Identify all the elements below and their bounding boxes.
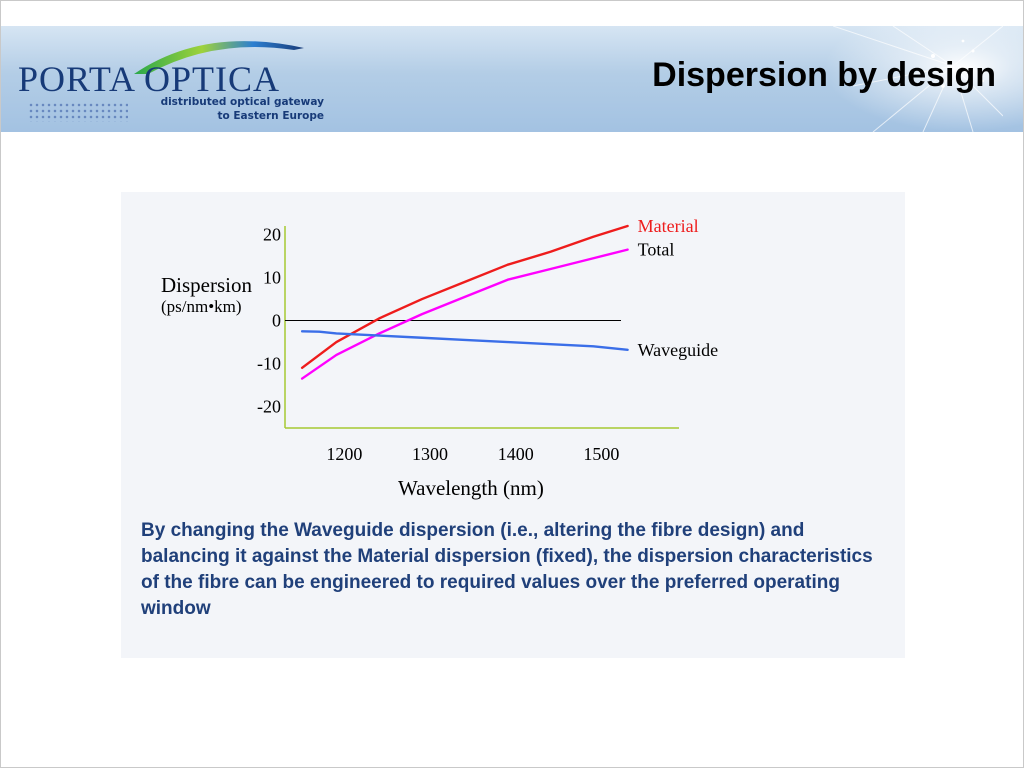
- header-banner: [1, 26, 1023, 132]
- y-tick-label: -20: [257, 397, 281, 417]
- series-label-waveguide: Waveguide: [638, 340, 719, 360]
- banner-glow: [823, 26, 1023, 132]
- y-tick-label: 0: [272, 311, 281, 331]
- porta-optica-logo: PORTA OPTICA distributed optical gateway…: [14, 30, 334, 130]
- x-tick-label: 1400: [498, 444, 534, 464]
- logo-tagline-line-1: distributed optical gateway: [160, 96, 324, 108]
- logo-arc-graphic: [134, 41, 304, 74]
- series-label-material: Material: [638, 216, 699, 236]
- logo-wordmark: PORTA OPTICA: [18, 59, 280, 99]
- dispersion-chart: 20 10 0 -10 -20 1200 1300 1400 1500 Material Total…: [161, 216, 719, 500]
- series-label-total: Total: [638, 240, 675, 260]
- series-line-total: [300, 248, 629, 380]
- x-tick-label: 1300: [412, 444, 448, 464]
- logo-dot-pattern: [28, 102, 128, 122]
- y-tick-label: 10: [263, 268, 281, 288]
- y-tick-label: -10: [257, 354, 281, 374]
- x-tick-label: 1200: [326, 444, 362, 464]
- caption-text: By changing the Waveguide dispersion (i.…: [141, 520, 873, 619]
- x-axis-title: Wavelength (nm): [398, 476, 544, 500]
- y-axis-title: Dispersion: [161, 273, 252, 297]
- y-tick-label: 20: [263, 225, 281, 245]
- logo-tagline-line-2: to Eastern Europe: [217, 110, 324, 122]
- y-axis-unit: (ps/nm•km): [161, 297, 242, 316]
- content-panel: 20 10 0 -10 -20 1200 1300 1400 1500 Material Total…: [121, 192, 905, 658]
- x-tick-label: 1500: [583, 444, 619, 464]
- series-line-waveguide: [300, 330, 629, 351]
- fibre-rays-graphic: [833, 26, 1003, 132]
- slide-title: Dispersion by design: [652, 56, 996, 94]
